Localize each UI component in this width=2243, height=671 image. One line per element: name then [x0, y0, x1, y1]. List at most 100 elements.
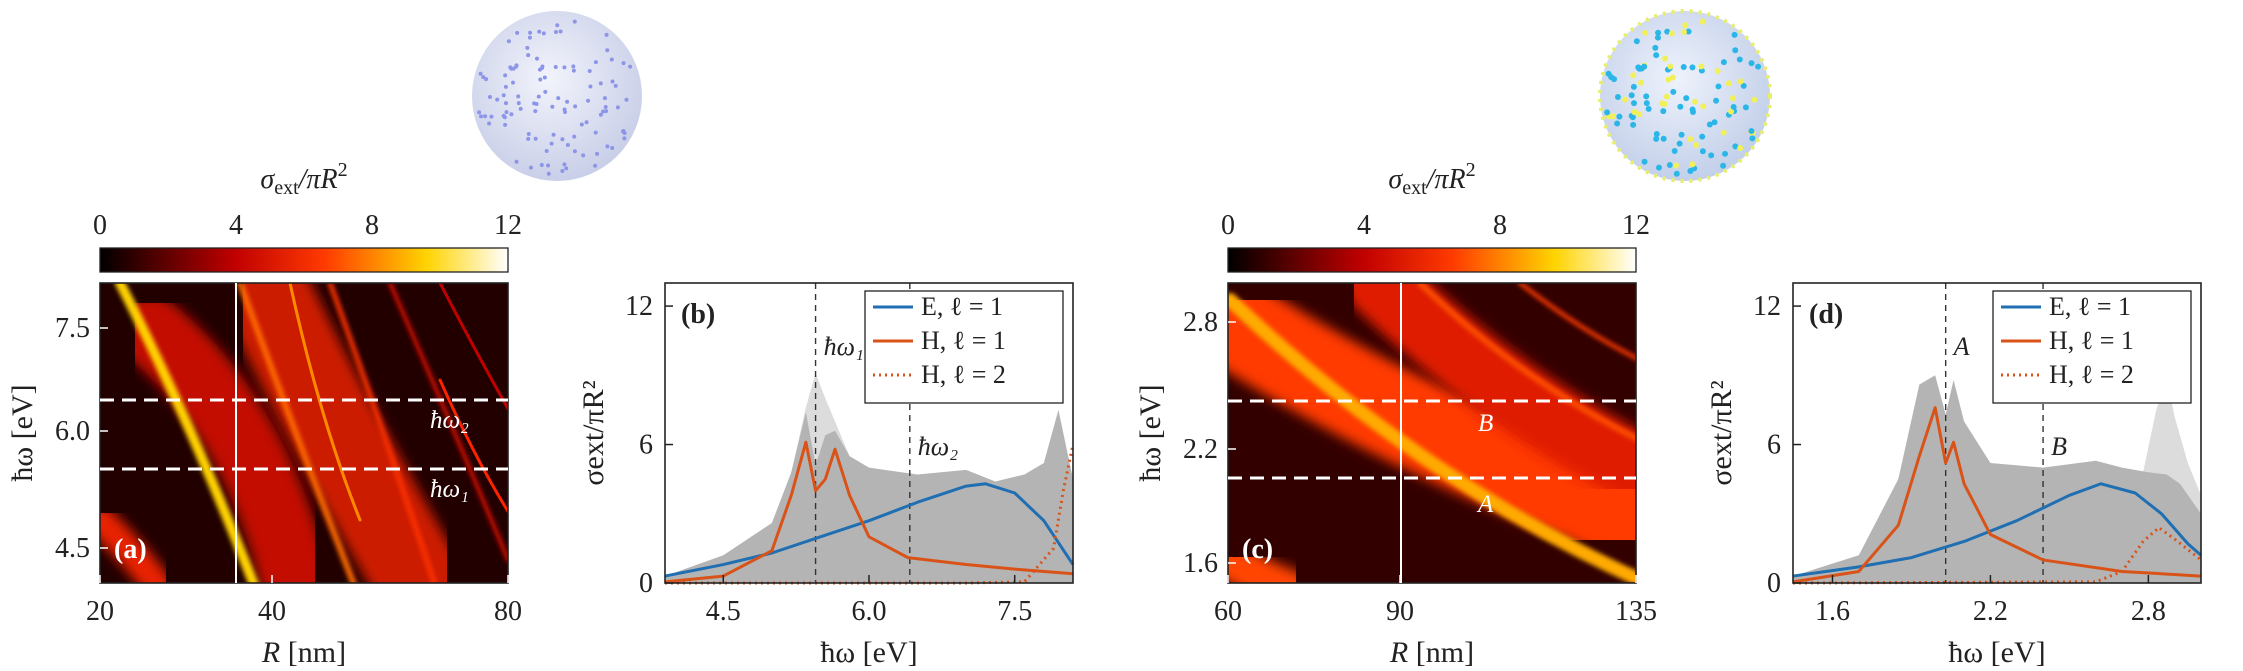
sphere-dot: [1685, 28, 1692, 35]
sphere-dot: [571, 68, 576, 73]
sphere-dot: [1699, 148, 1706, 155]
y-tick-label: 0: [1767, 568, 1781, 599]
sphere-dot: [1689, 106, 1696, 113]
sphere-dot: [1605, 70, 1612, 77]
sphere-dot: [1742, 104, 1749, 111]
heatmap-band: [215, 283, 472, 583]
sphere-dot: [609, 57, 614, 62]
sphere-dot: [560, 137, 565, 142]
sphere-dot: [1700, 103, 1707, 110]
sphere-dot: [1748, 127, 1755, 134]
heatmap-c: [1227, 282, 1637, 584]
panel-a: σext/πR2 0 4 8 12 ħω₂ ħω₁ (a)20 40 80 7.5 6.0 4.5 R…: [6, 159, 522, 669]
sphere-dot: [514, 159, 519, 164]
y-tick-label: 1.6: [1183, 548, 1218, 579]
sphere-dot: [1622, 96, 1629, 103]
y-tick-label: 4.5: [55, 533, 90, 564]
sphere-dot: [1630, 72, 1637, 79]
sphere-dot: [624, 97, 629, 102]
sphere-dot: [1720, 162, 1727, 169]
sphere-dot: [1662, 55, 1669, 62]
sphere-dot: [1630, 121, 1637, 128]
x-tick-label: 4.5: [706, 596, 741, 627]
sphere-dot: [1730, 103, 1737, 110]
sphere-dot: [1708, 152, 1715, 159]
sphere-dot: [1720, 129, 1727, 136]
y-tick-label: 2.8: [1183, 307, 1218, 338]
heatmap-band: [1518, 283, 1636, 361]
x-tick-label: 80: [494, 596, 522, 627]
x-tick-label: 2.8: [2131, 596, 2166, 627]
sphere-dot: [1755, 63, 1762, 70]
sphere-dot: [1699, 133, 1706, 140]
sphere-dot: [1653, 135, 1660, 142]
y-tick-label: 6: [639, 430, 653, 461]
sphere-dot: [542, 75, 547, 80]
sphere-dot: [1635, 64, 1642, 71]
sphere-dot: [598, 112, 603, 117]
sphere-dot: [605, 144, 610, 149]
heatmap-band: [1417, 283, 1636, 442]
colorbar-a-tick: 8: [365, 210, 379, 241]
x-tick-label: 6.0: [852, 596, 887, 627]
sphere-dot: [1673, 170, 1680, 177]
sphere-dot: [518, 106, 523, 111]
sphere-dot: [1628, 92, 1635, 99]
sphere-dot: [1683, 95, 1690, 102]
sphere-dot: [553, 29, 558, 34]
sphere-dot: [551, 132, 556, 137]
sphere-dot: [495, 97, 500, 102]
sphere-dot: [1713, 97, 1720, 104]
sphere-dot: [484, 77, 489, 82]
lower-line-label: A: [1476, 491, 1494, 518]
sphere-dot: [1665, 76, 1672, 83]
sphere-dot: [1731, 31, 1738, 38]
heatmap-a: [99, 282, 509, 584]
sphere-dot: [508, 65, 513, 70]
legend-box: [864, 290, 1064, 404]
y-tick-label: 12: [1753, 291, 1781, 322]
sphere-dot: [587, 69, 592, 74]
panel-label: (a): [114, 534, 147, 565]
sphere-dot: [536, 94, 541, 99]
sphere-dot: [610, 146, 615, 151]
sphere-dot: [503, 101, 508, 106]
sphere-dot: [621, 128, 626, 133]
legend-entry: H, ℓ = 1: [921, 326, 1006, 355]
colorbar-c-tick: 0: [1221, 210, 1235, 241]
sphere-dot: [1725, 80, 1732, 87]
sphere-dot: [593, 163, 598, 168]
sphere-dot: [1692, 98, 1699, 105]
sphere-dot: [1670, 88, 1677, 95]
sphere-dot: [1663, 93, 1670, 100]
panel-c: σext/πR2 0 4 8 12 B A (c)60 90 135 2.8 2.2 1.6 R [n…: [1134, 159, 1657, 669]
sphere-dot: [515, 30, 520, 35]
colorbar-c-label: σext/πR2: [1388, 159, 1475, 199]
legend-box: [1992, 290, 2192, 404]
plot-frame: [1792, 282, 2202, 584]
sphere-dot: [579, 122, 584, 127]
sphere-dot: [555, 23, 560, 28]
heatmap-band: [237, 283, 357, 583]
colorbar-a-label: σext/πR2: [260, 159, 347, 199]
sphere-dot: [584, 120, 589, 125]
sphere-dot: [504, 110, 509, 115]
sphere-dot: [1728, 108, 1735, 115]
colorbar-a-tick: 0: [93, 210, 107, 241]
sphere-dot: [1732, 47, 1739, 54]
colorbar-a-tick: 4: [229, 210, 243, 241]
sphere-dot: [478, 71, 483, 76]
heatmap-band: [438, 378, 508, 515]
vertical-line-label: ħω₁: [824, 332, 864, 361]
sphere-dot: [1616, 113, 1623, 120]
sphere-dot: [1642, 29, 1649, 36]
sphere-dot: [556, 96, 561, 101]
sphere-dot: [550, 104, 555, 109]
sphere-dot: [588, 84, 593, 89]
sphere-dot: [487, 121, 492, 126]
sphere-dot: [1653, 130, 1660, 137]
sphere-dot: [604, 109, 609, 114]
sphere-dot: [1676, 140, 1683, 147]
x-tick-label: 7.5: [997, 596, 1032, 627]
series-line-2: [664, 440, 1074, 584]
